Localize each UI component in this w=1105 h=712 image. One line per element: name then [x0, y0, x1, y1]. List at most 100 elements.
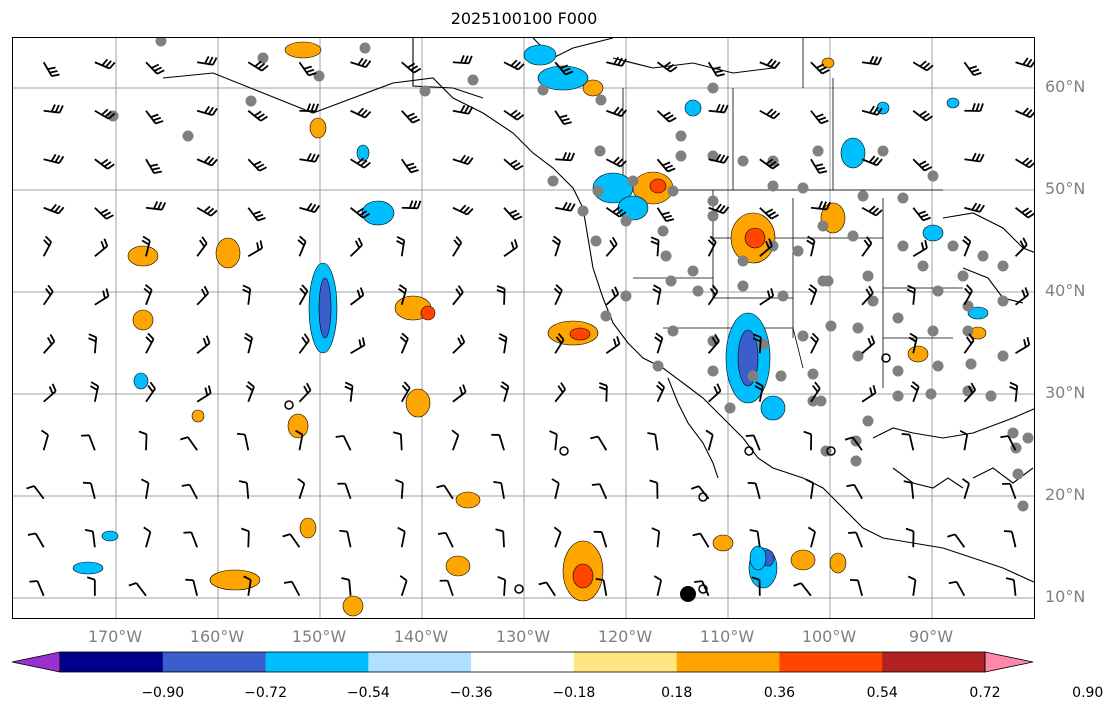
wind-barb: [806, 235, 816, 257]
wind-barb: [238, 480, 250, 499]
map-canvas: [13, 38, 1034, 618]
wind-barb: [298, 284, 309, 306]
station-dot: [892, 390, 904, 402]
station-dot: [620, 215, 632, 227]
wind-barb: [503, 239, 519, 257]
station-dot: [590, 235, 602, 247]
wind-barb: [196, 205, 218, 217]
wind-barb: [551, 235, 561, 257]
station-dot: [947, 240, 959, 252]
wind-barb: [606, 56, 627, 67]
lat-label-50: 50°N: [1045, 179, 1086, 198]
station-dot: [692, 285, 704, 297]
wind-barb: [849, 578, 863, 596]
wind-barb: [605, 286, 620, 306]
wind-barb: [605, 156, 627, 168]
contour-region: [840, 137, 866, 169]
wind-barb: [555, 201, 576, 212]
wind-barb: [964, 202, 985, 213]
wind-barb: [42, 235, 52, 257]
wind-barb: [651, 527, 661, 548]
contour-region: [617, 195, 649, 221]
lon-label-90w: 90°W: [908, 627, 954, 646]
wind-barb: [27, 532, 45, 548]
contour-region: [790, 549, 816, 571]
wind-barb: [497, 575, 507, 596]
wind-barb: [349, 237, 363, 257]
wind-barb: [903, 480, 915, 499]
colorbar-extend-low: [11, 651, 61, 673]
wind-barb: [692, 532, 710, 548]
wind-barb: [846, 483, 863, 500]
wind-barb: [964, 152, 985, 163]
wind-barb: [656, 110, 677, 123]
station-dot: [862, 270, 874, 282]
map-panel[interactable]: [12, 37, 1035, 619]
wind-barb: [759, 58, 781, 70]
wind-barb: [907, 575, 917, 596]
wind-barb: [344, 381, 354, 402]
wind-barb: [654, 332, 664, 354]
wind-barb: [299, 202, 321, 214]
station-dot: [767, 180, 779, 192]
wind-barb: [400, 381, 411, 403]
wind-barb: [707, 61, 725, 77]
wind-barb: [94, 158, 115, 170]
colorbar: [11, 651, 1034, 673]
contour-region: [649, 178, 667, 194]
contour-region: [132, 309, 154, 331]
wind-barb: [401, 158, 419, 174]
wind-barb: [396, 236, 406, 257]
wind-barb: [183, 531, 198, 548]
station-dot: [962, 325, 974, 337]
wind-barb: [94, 207, 114, 220]
wind-barb: [42, 61, 60, 77]
contour-region: [744, 227, 766, 249]
station-dot: [797, 330, 809, 342]
wind-barb: [335, 434, 352, 451]
wind-barb: [947, 533, 966, 548]
wind-barb: [759, 158, 780, 170]
contour-region: [287, 413, 309, 439]
wind-barb: [959, 429, 969, 451]
station-dot: [965, 358, 977, 370]
wind-barb: [1003, 530, 1017, 548]
wind-barb: [861, 285, 874, 306]
wind-barb: [298, 333, 310, 354]
wind-barb: [397, 526, 406, 548]
wind-barb: [1015, 337, 1031, 355]
wind-barb: [94, 108, 116, 120]
station-dot: [660, 250, 672, 262]
wind-barb: [196, 155, 218, 167]
station-dot: [775, 370, 787, 382]
wind-barb: [295, 429, 304, 451]
station-dot: [825, 320, 837, 332]
gridlines: [13, 38, 1034, 618]
wind-barb: [491, 433, 505, 451]
wind-barb: [451, 429, 460, 451]
wind-barb: [861, 105, 883, 116]
wind-barb: [145, 381, 156, 403]
wind-barb: [439, 579, 454, 597]
wind-barb: [656, 158, 676, 173]
station-dot: [867, 295, 879, 307]
wind-barb: [283, 580, 301, 597]
colorbar-tick-label: −0.72: [244, 685, 287, 701]
contour-region: [318, 277, 332, 339]
wind-barb: [749, 529, 761, 548]
wind-barb: [241, 527, 250, 548]
wind-barb: [912, 158, 933, 172]
wind-barb: [810, 332, 820, 354]
wind-barb: [145, 61, 165, 75]
wind-barb: [94, 58, 116, 70]
wind-barb: [553, 526, 562, 548]
contour-region: [712, 534, 734, 552]
wind-barb: [247, 240, 264, 258]
station-dot: [862, 415, 874, 427]
wind-barb: [1015, 107, 1034, 119]
station-dot: [747, 370, 759, 382]
wind-barb: [397, 284, 408, 305]
wind-barb: [861, 205, 883, 217]
lat-label-40: 40°N: [1045, 281, 1086, 300]
colorbar-segment: [60, 652, 164, 672]
